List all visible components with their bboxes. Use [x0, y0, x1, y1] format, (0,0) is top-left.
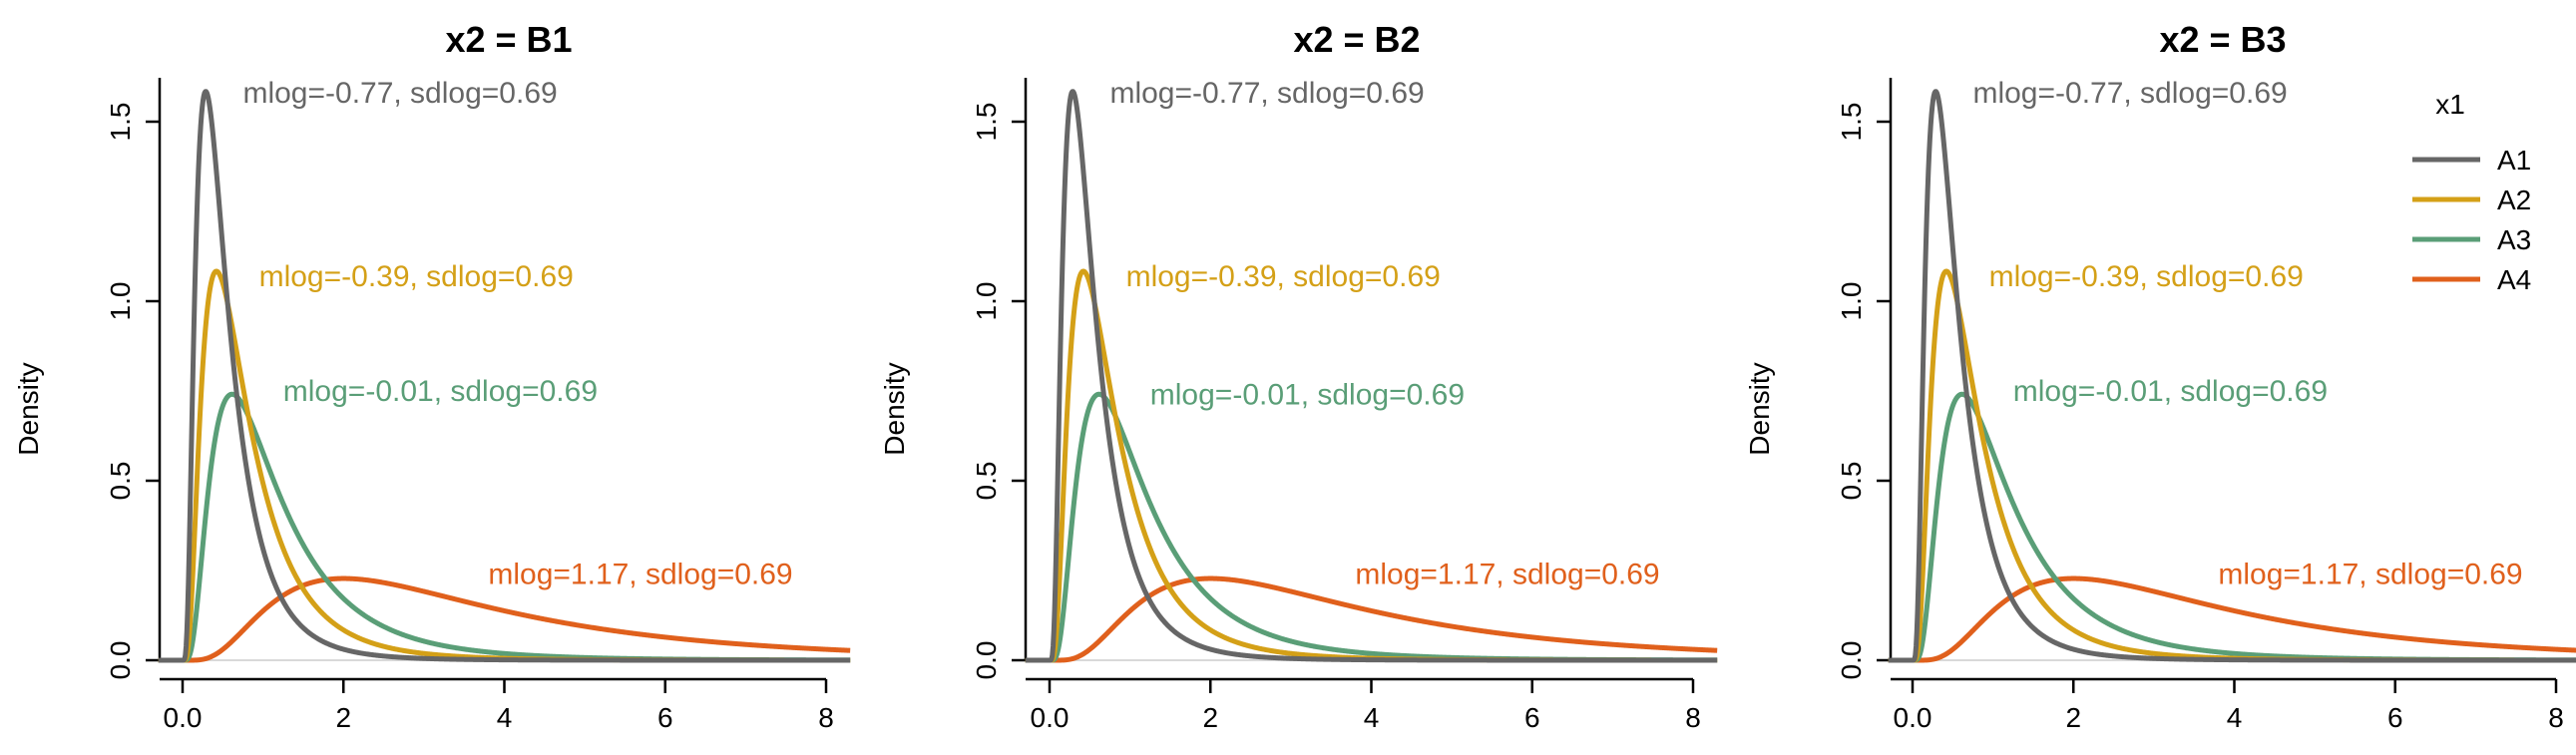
- panel-2: x2 = B2 Density 0.0 0.5 1.0 1.5 0.0 2 4 6 8 mlog=-0…: [879, 19, 1719, 733]
- panel-3: x2 = B3 Density 0.0 0.5 1.0 1.5 0.0 2 4 6 8 mlog=-0…: [1744, 19, 2576, 733]
- x-tick-label: 2: [2065, 702, 2081, 733]
- series-a3-curve: [1887, 391, 2576, 663]
- curve-annotation-2: mlog=-0.39, sdlog=0.69: [1989, 260, 2304, 293]
- legend: x1 A1 A2 A3 A4: [2412, 89, 2531, 295]
- y-axis: 0.0 0.5 1.0 1.5: [105, 78, 162, 680]
- y-tick-label: 1.0: [1836, 282, 1867, 321]
- curve-annotation-4: mlog=1.17, sdlog=0.69: [488, 559, 792, 591]
- x-axis: 0.0 2 4 6 8: [1891, 677, 2564, 733]
- y-tick-label: 0.0: [105, 641, 136, 680]
- y-axis: 0.0 0.5 1.0 1.5: [1836, 78, 1893, 680]
- y-axis: 0.0 0.5 1.0 1.5: [971, 78, 1028, 680]
- x-axis: 0.0 2 4 6 8: [160, 677, 834, 733]
- y-tick-label: 0.0: [1836, 641, 1867, 680]
- panel-1: x2 = B1 Density 0.0 0.5 1.0 1.5 0.0 2 4 6 8 mlog=-0…: [13, 19, 852, 733]
- y-tick-label: 1.5: [1836, 103, 1867, 142]
- curve-annotation-1: mlog=-0.77, sdlog=0.69: [242, 77, 557, 110]
- y-tick-label: 0.5: [105, 462, 136, 501]
- x-tick-label: 4: [2227, 702, 2243, 733]
- series-a2-curve: [1887, 268, 2576, 663]
- y-tick-label: 0.0: [971, 641, 1002, 680]
- curve-annotation-1: mlog=-0.77, sdlog=0.69: [1109, 77, 1424, 110]
- legend-label-a2: A2: [2497, 185, 2531, 215]
- series-a4-curve: [1024, 575, 1719, 663]
- x-tick-label: 0.0: [1031, 702, 1070, 733]
- x-tick-label: 0.0: [164, 702, 203, 733]
- curve-annotation-3: mlog=-0.01, sdlog=0.69: [2013, 375, 2328, 408]
- legend-label-a1: A1: [2497, 145, 2531, 176]
- curve-annotation-2: mlog=-0.39, sdlog=0.69: [259, 260, 574, 293]
- panel-title: x2 = B1: [445, 19, 572, 60]
- y-tick-label: 0.5: [971, 462, 1002, 501]
- y-tick-label: 0.5: [1836, 462, 1867, 501]
- legend-title: x1: [2435, 89, 2465, 120]
- series-a1-curve: [157, 89, 852, 663]
- series-a1-curve: [1024, 89, 1719, 663]
- x-tick-label: 8: [818, 702, 834, 733]
- legend-label-a4: A4: [2497, 264, 2531, 295]
- series-a4-curve: [157, 575, 852, 663]
- x-tick-label: 0.0: [1894, 702, 1932, 733]
- x-tick-label: 4: [497, 702, 513, 733]
- x-tick-label: 8: [2548, 702, 2564, 733]
- series-a1-curve: [1887, 89, 2576, 663]
- x-tick-label: 2: [1202, 702, 1218, 733]
- x-tick-label: 6: [657, 702, 673, 733]
- x-tick-label: 6: [2387, 702, 2403, 733]
- curve-annotation-4: mlog=1.17, sdlog=0.69: [2218, 559, 2522, 591]
- series-a2-curve: [1024, 268, 1719, 663]
- y-tick-label: 1.0: [105, 282, 136, 321]
- y-tick-label: 1.0: [971, 282, 1002, 321]
- x-axis: 0.0 2 4 6 8: [1026, 677, 1701, 733]
- curve-annotation-2: mlog=-0.39, sdlog=0.69: [1126, 260, 1441, 293]
- x-tick-label: 2: [335, 702, 351, 733]
- y-axis-label: Density: [879, 362, 910, 455]
- y-axis-label: Density: [1744, 362, 1775, 455]
- y-tick-label: 1.5: [105, 103, 136, 142]
- panel-title: x2 = B2: [1293, 19, 1420, 60]
- series-a3-curve: [157, 391, 852, 663]
- curve-annotation-3: mlog=-0.01, sdlog=0.69: [1150, 379, 1465, 412]
- curve-annotation-3: mlog=-0.01, sdlog=0.69: [283, 375, 598, 408]
- series-a3-curve: [1024, 391, 1719, 663]
- y-tick-label: 1.5: [971, 103, 1002, 142]
- curve-annotation-4: mlog=1.17, sdlog=0.69: [1355, 559, 1659, 591]
- panel-title: x2 = B3: [2159, 19, 2286, 60]
- x-tick-label: 6: [1524, 702, 1540, 733]
- series-a4-curve: [1887, 575, 2576, 663]
- legend-label-a3: A3: [2497, 224, 2531, 255]
- x-tick-label: 4: [1364, 702, 1380, 733]
- series-a2-curve: [157, 268, 852, 663]
- x-tick-label: 8: [1685, 702, 1701, 733]
- curve-annotation-1: mlog=-0.77, sdlog=0.69: [1972, 77, 2287, 110]
- y-axis-label: Density: [13, 362, 44, 455]
